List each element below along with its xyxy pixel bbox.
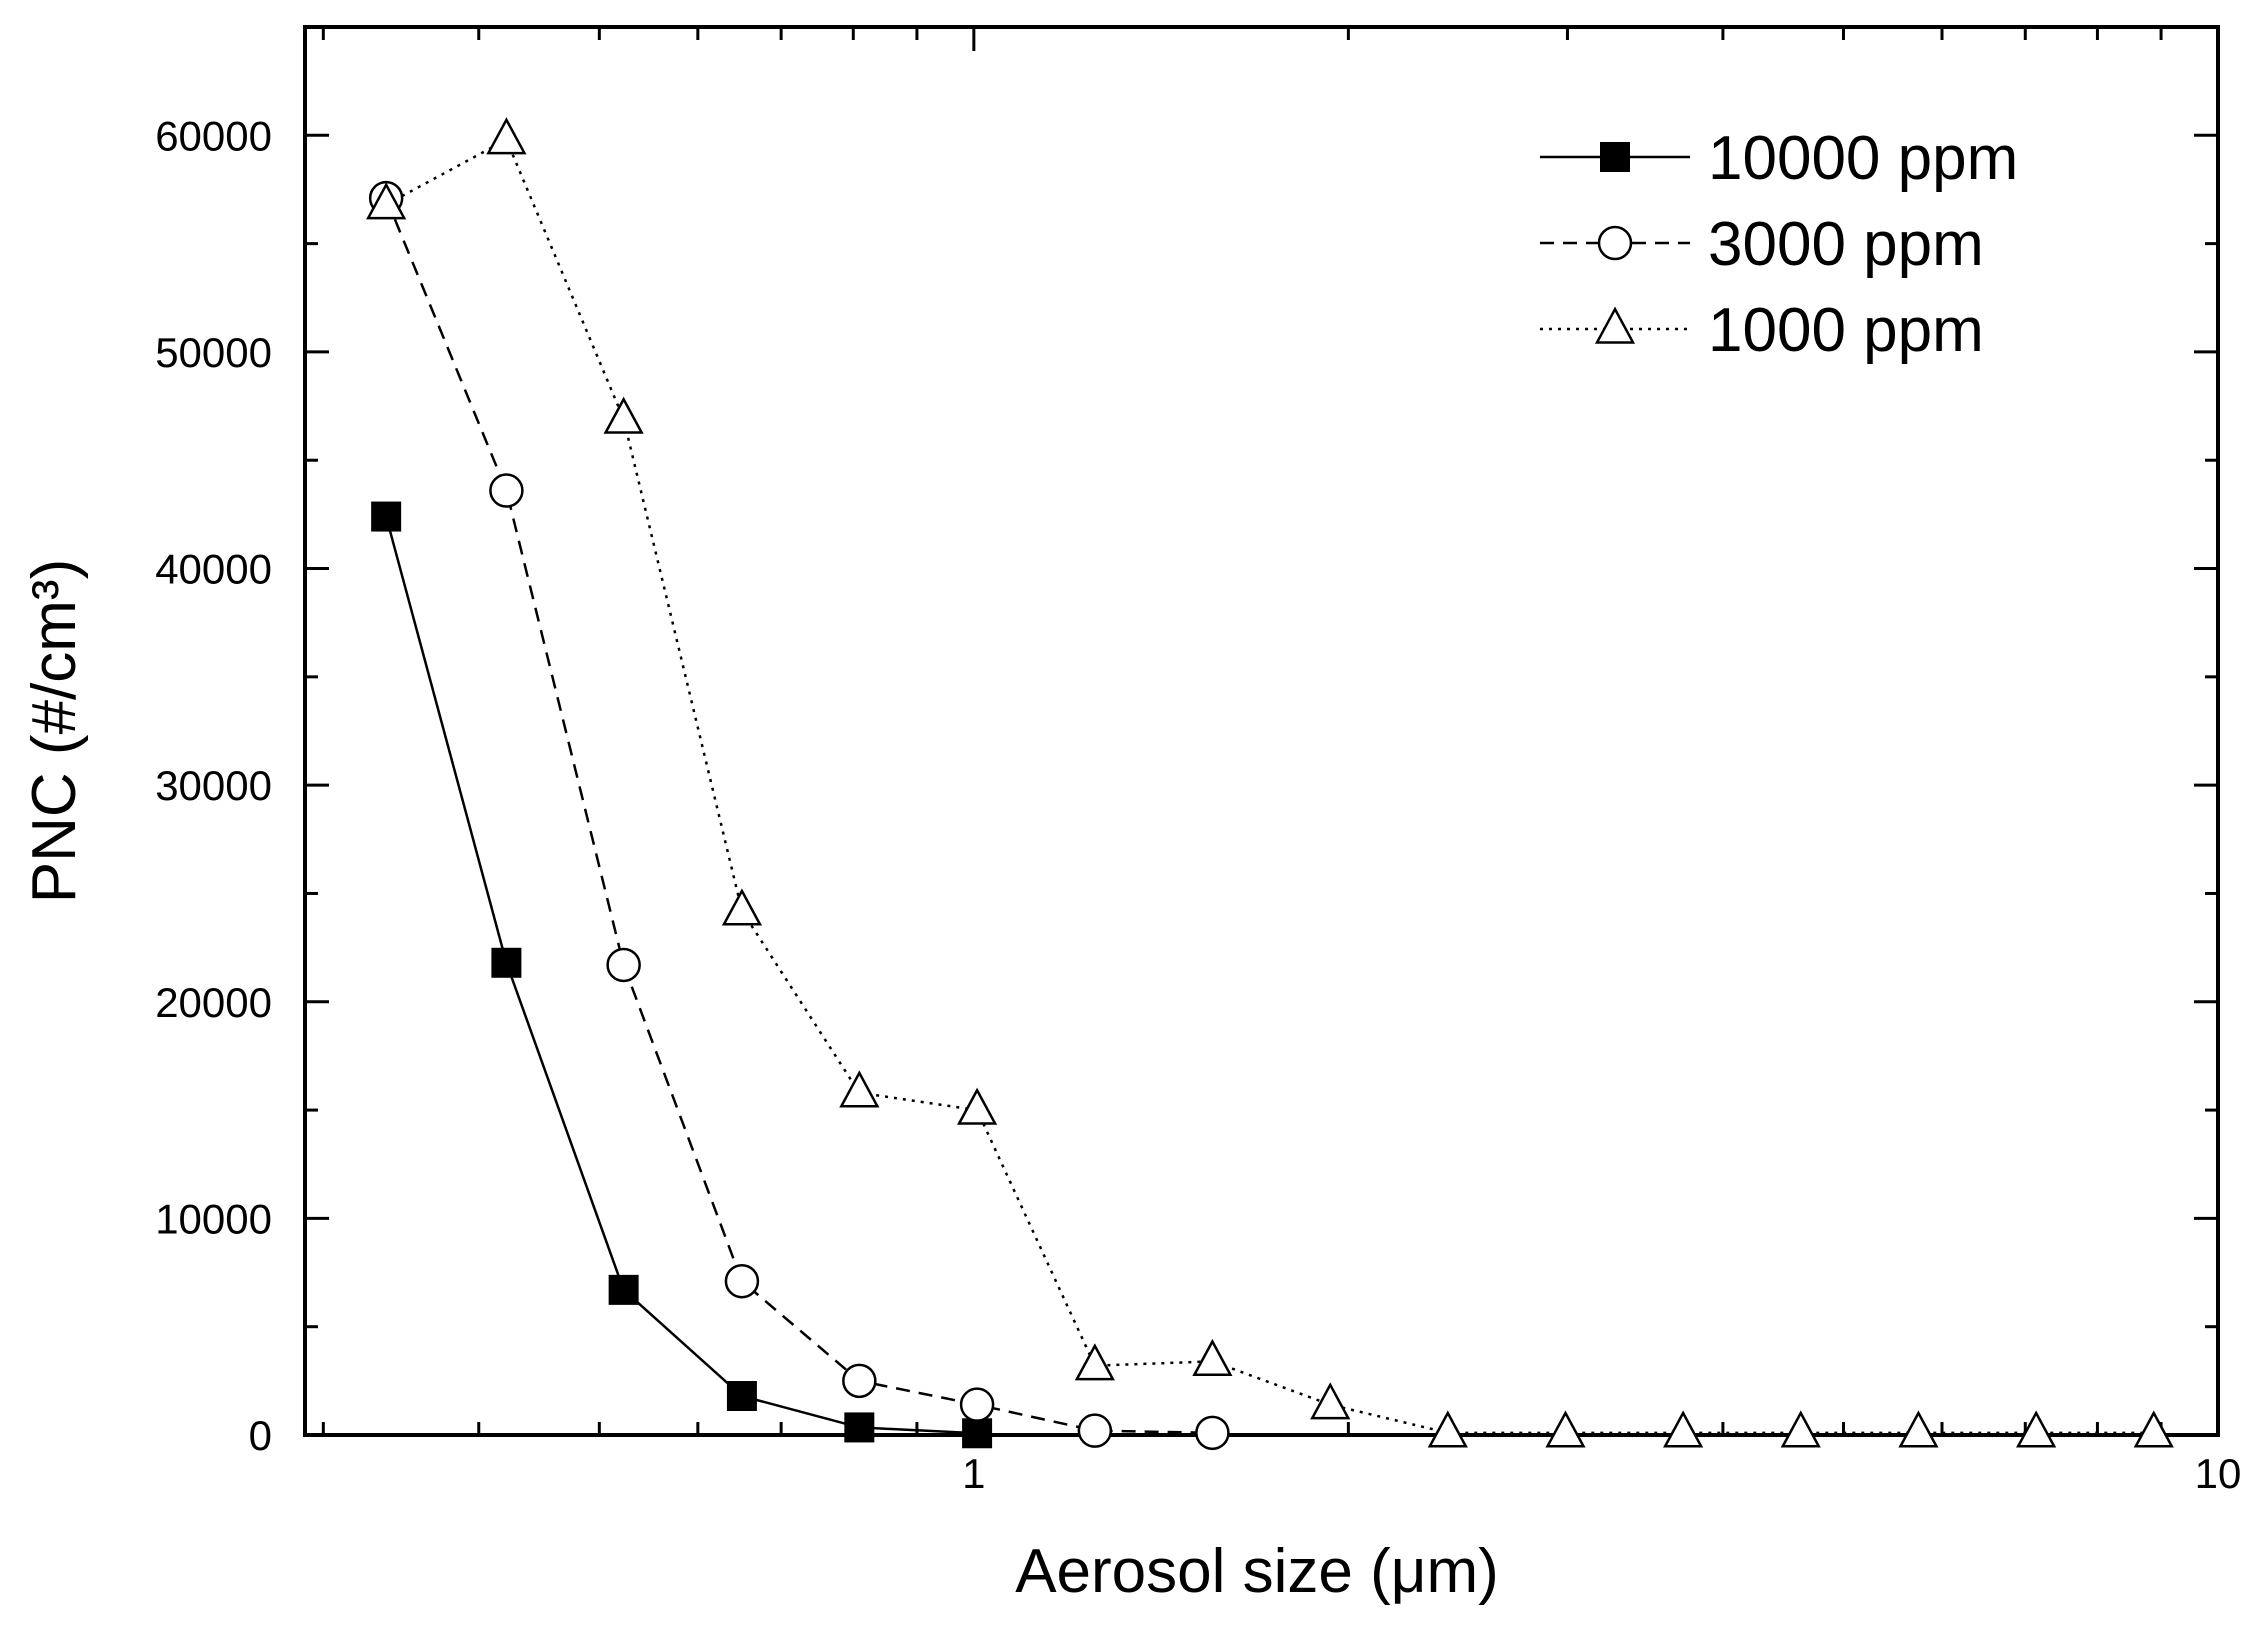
y-tick-label: 10000 (155, 1195, 272, 1242)
data-point-triangle (2133, 1410, 2174, 1448)
data-point-triangle (2016, 1410, 2057, 1448)
y-tick-label: 20000 (155, 979, 272, 1026)
data-point-circle (1195, 1415, 1230, 1451)
series-markers (366, 117, 2174, 1451)
data-point-triangle (1192, 1338, 1233, 1377)
y-tick-label: 50000 (155, 329, 272, 376)
series-lines (384, 137, 2154, 1435)
data-point-circle (1077, 1413, 1113, 1448)
legend-label: 3000 ppm (1708, 210, 1984, 279)
data-point-triangle (839, 1070, 880, 1108)
data-point-circle-legend (1597, 225, 1633, 261)
data-point-square (491, 947, 522, 978)
y-tick-label: 60000 (155, 112, 272, 159)
data-point-triangle (1663, 1410, 1704, 1448)
data-point-triangle-legend (1594, 306, 1636, 344)
data-point-circle (959, 1387, 995, 1422)
data-point-square (844, 1412, 875, 1443)
data-point-circle (724, 1263, 760, 1299)
legend-item: 3000 ppm (1540, 210, 1984, 279)
data-point-triangle (1427, 1410, 1468, 1448)
data-point-circle (842, 1363, 877, 1399)
x-tick-label: 1 (962, 1450, 985, 1497)
data-point-triangle (1898, 1410, 1939, 1448)
data-point-square (962, 1418, 993, 1449)
data-point-triangle (1780, 1410, 1821, 1448)
data-point-square-legend (1600, 142, 1630, 172)
x-tick-label: 10 (2195, 1450, 2242, 1497)
series-line (385, 197, 1213, 1435)
data-point-circle (606, 947, 641, 983)
y-tick-label: 30000 (155, 762, 272, 809)
data-point-triangle (1310, 1382, 1351, 1420)
data-point-circle (489, 473, 524, 508)
data-point-triangle (1074, 1343, 1115, 1381)
data-point-triangle (956, 1087, 998, 1125)
y-tick-label: 0 (249, 1412, 272, 1459)
legend: 10000 ppm 3000 ppm 1000 ppm (1540, 124, 2018, 365)
data-point-triangle (366, 182, 407, 220)
data-point-triangle (1545, 1410, 1586, 1448)
data-point-triangle (721, 888, 763, 926)
data-point-square (608, 1274, 639, 1305)
axis-ticks: 0 10000 20000 30000 40000 50000 60000 1 10 (155, 25, 2242, 1497)
y-axis-title: PNC (#/cm³) (20, 559, 89, 903)
y-tick-label: 40000 (155, 546, 272, 593)
data-point-triangle (486, 117, 527, 155)
legend-item: 1000 ppm (1540, 296, 1984, 365)
legend-item: 10000 ppm (1540, 124, 2018, 193)
data-point-triangle (603, 396, 644, 434)
plot-frame (303, 25, 2220, 1437)
x-axis-title: Aerosol size (μm) (1015, 1537, 1499, 1606)
series-line (384, 516, 978, 1435)
legend-label: 10000 ppm (1708, 124, 2018, 193)
data-point-square (371, 501, 402, 532)
data-point-square (726, 1381, 757, 1412)
legend-label: 1000 ppm (1708, 296, 1984, 365)
